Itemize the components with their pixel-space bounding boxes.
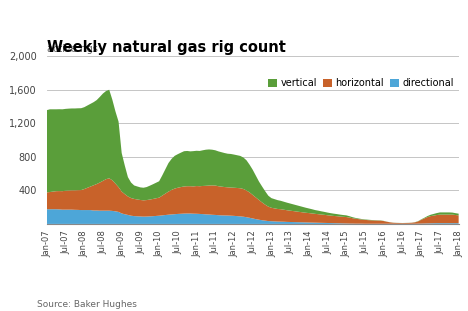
Text: Source: Baker Hughes: Source: Baker Hughes (37, 300, 137, 309)
Text: Weekly natural gas rig count: Weekly natural gas rig count (47, 40, 285, 55)
Text: active rigs: active rigs (47, 44, 98, 54)
Legend: vertical, horizontal, directional: vertical, horizontal, directional (264, 74, 458, 92)
